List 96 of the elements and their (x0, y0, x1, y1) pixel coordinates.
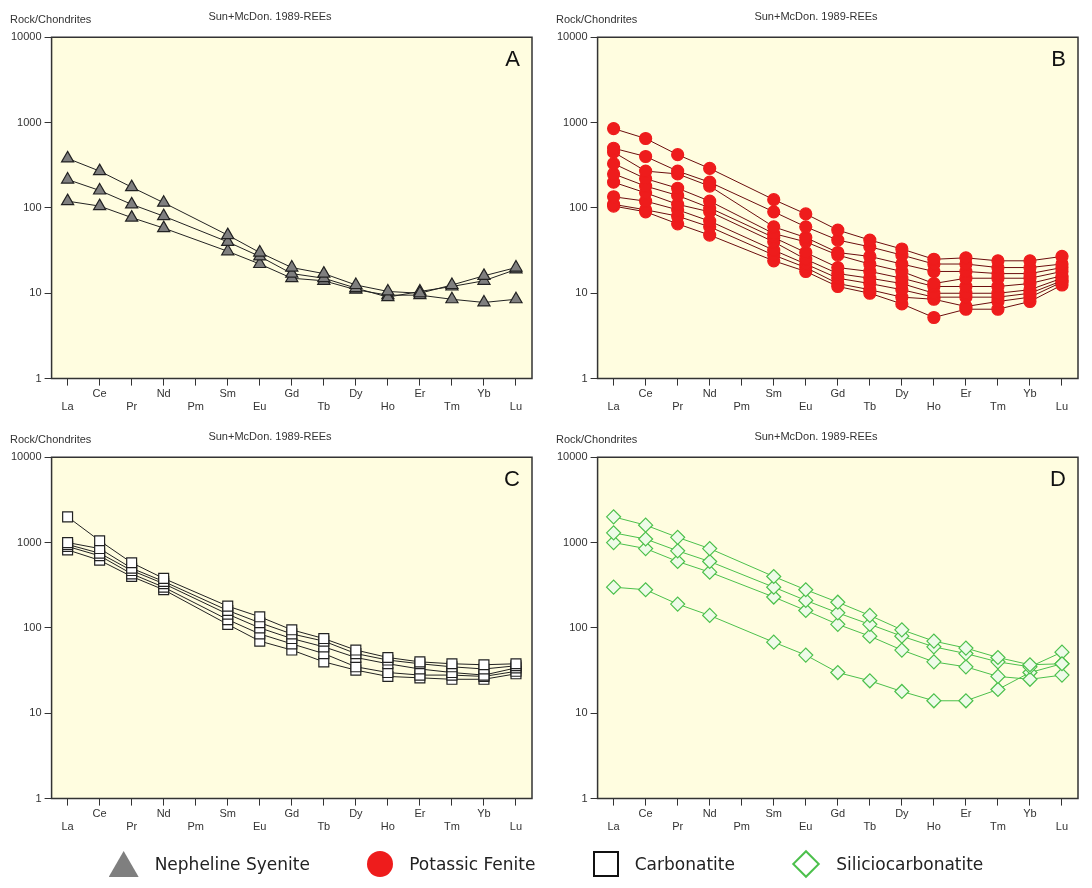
x-tick-label: Tb (863, 400, 877, 413)
x-tick-label: Dy (895, 387, 910, 400)
y-tick-label: 1 (35, 791, 42, 804)
x-tick-label: Yb (1023, 387, 1037, 400)
x-tick-label: Tb (863, 820, 877, 833)
x-tick-label: Pm (733, 400, 750, 413)
y-tick-label: 10 (29, 286, 42, 299)
x-tick-label: Ho (380, 820, 395, 833)
y-axis-title: Rock/Chondrites (556, 432, 638, 445)
x-tick-label: Sm (765, 387, 782, 400)
y-tick-label: 10000 (556, 30, 588, 43)
x-tick-label: Eu (253, 820, 267, 833)
x-tick-label: Sm (219, 387, 236, 400)
x-tick-label: Gd (830, 387, 846, 400)
x-tick-label: Tm (443, 820, 460, 833)
x-tick-label: Lu (1055, 820, 1069, 833)
x-tick-label: Gd (284, 387, 300, 400)
x-tick-label: Ce (92, 387, 107, 400)
legend-label: Carbonatite (634, 854, 735, 874)
x-tick-label: Nd (702, 387, 717, 400)
x-tick-label: Tb (317, 820, 331, 833)
x-tick-label: Pr (126, 400, 138, 413)
x-tick-label: La (61, 400, 75, 413)
y-tick-label: 100 (569, 620, 588, 633)
annotation: A (505, 46, 521, 72)
x-tick-label: Tb (317, 400, 331, 413)
x-tick-label: Dy (349, 807, 364, 820)
x-tick-label: Eu (799, 400, 813, 413)
x-tick-label: Dy (895, 807, 910, 820)
x-tick-label: Er (414, 807, 426, 820)
x-tick-label: Yb (477, 807, 491, 820)
annotation: C (504, 466, 521, 492)
x-tick-label: Dy (349, 387, 364, 400)
x-tick-label: Lu (509, 820, 523, 833)
y-tick-label: 10000 (10, 450, 42, 463)
x-tick-label: Pm (733, 820, 750, 833)
x-tick-label: Sm (219, 807, 236, 820)
y-tick-label: 1000 (17, 115, 42, 128)
x-tick-label: Lu (1055, 400, 1069, 413)
x-tick-label: Gd (284, 807, 300, 820)
y-tick-label: 10000 (556, 450, 588, 463)
legend-label: Siliciocarbonatite (836, 854, 984, 874)
x-tick-label: Yb (1023, 807, 1037, 820)
y-tick-label: 10 (575, 286, 588, 299)
x-tick-label: Eu (253, 400, 267, 413)
x-tick-label: Ho (926, 820, 941, 833)
x-tick-label: Pr (672, 400, 684, 413)
x-tick-label: Nd (156, 387, 171, 400)
y-axis-title: Rock/Chondrites (556, 12, 638, 25)
x-tick-label: La (607, 400, 621, 413)
x-tick-label: Tm (443, 400, 460, 413)
x-tick-label: Lu (509, 400, 523, 413)
chart-title: Sun+McDon. 1989-REEs (754, 429, 879, 442)
x-tick-label: Pm (187, 820, 204, 833)
y-tick-label: 1 (581, 371, 588, 384)
x-tick-label: La (61, 820, 75, 833)
x-tick-label: Yb (477, 387, 491, 400)
x-tick-label: Er (414, 387, 426, 400)
y-tick-label: 100 (23, 620, 42, 633)
y-tick-label: 1000 (563, 115, 588, 128)
legend-label: Potassic Fenite (409, 854, 536, 874)
x-tick-label: Er (960, 807, 972, 820)
x-tick-label: Gd (830, 807, 846, 820)
y-tick-label: 100 (23, 200, 42, 213)
x-tick-label: Pr (672, 820, 684, 833)
x-tick-label: Ho (926, 400, 941, 413)
y-tick-label: 10000 (10, 30, 42, 43)
x-tick-label: Ho (380, 400, 395, 413)
y-tick-label: 1 (35, 371, 42, 384)
y-tick-label: 1000 (563, 535, 588, 548)
chart-title: Sun+McDon. 1989-REEs (208, 9, 333, 22)
x-tick-label: Ce (638, 807, 653, 820)
x-tick-label: Ce (638, 387, 653, 400)
x-tick-label: Tm (989, 400, 1006, 413)
x-tick-label: Nd (702, 807, 717, 820)
y-axis-title: Rock/Chondrites (10, 12, 92, 25)
y-tick-label: 100 (569, 200, 588, 213)
chart-title: Sun+McDon. 1989-REEs (754, 9, 879, 22)
x-tick-label: Pm (187, 400, 204, 413)
x-tick-label: Sm (765, 807, 782, 820)
legend-label: Nepheline Syenite (154, 854, 310, 874)
x-tick-label: Tm (989, 820, 1006, 833)
annotation: D (1050, 466, 1066, 492)
x-tick-label: Pr (126, 820, 138, 833)
y-tick-label: 10 (575, 706, 588, 719)
chart-title: Sun+McDon. 1989-REEs (208, 429, 333, 442)
y-tick-label: 1 (581, 791, 588, 804)
y-tick-label: 1000 (17, 535, 42, 548)
x-tick-label: Eu (799, 820, 813, 833)
x-tick-label: Er (960, 387, 972, 400)
x-tick-label: Ce (92, 807, 107, 820)
x-tick-label: La (607, 820, 621, 833)
y-tick-label: 10 (29, 706, 42, 719)
y-axis-title: Rock/Chondrites (10, 432, 92, 445)
annotation: B (1051, 46, 1066, 72)
x-tick-label: Nd (156, 807, 171, 820)
